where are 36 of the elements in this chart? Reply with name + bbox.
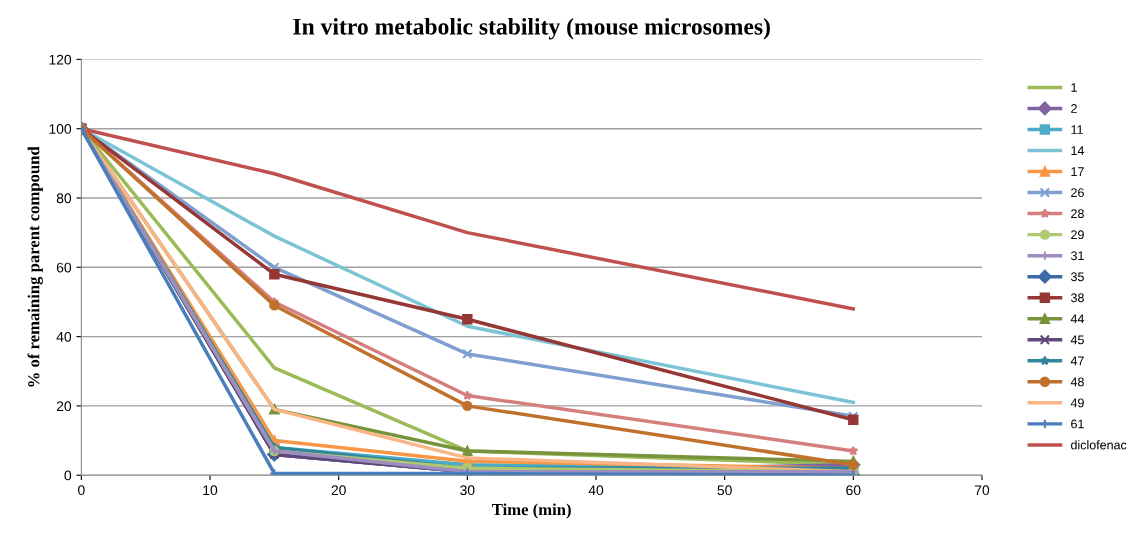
- legend-label: diclofenac: [1071, 440, 1127, 450]
- x-tick-label: 50: [717, 485, 732, 496]
- x-tick-label: 0: [78, 485, 85, 496]
- legend-label: 1: [1071, 83, 1077, 92]
- legend-label: 38: [1070, 293, 1084, 303]
- y-tick-label: 100: [49, 124, 72, 134]
- legend-label: 31: [1070, 251, 1084, 261]
- x-tick-label: 30: [460, 485, 475, 496]
- x-tick-label: 70: [974, 485, 990, 496]
- legend-label: 11: [1071, 125, 1083, 134]
- legend-label: 14: [1071, 146, 1085, 155]
- y-tick-label: 80: [56, 193, 72, 204]
- legend-label: 2: [1071, 104, 1077, 113]
- legend-label: 17: [1071, 167, 1084, 176]
- y-tick-label: 20: [56, 401, 72, 412]
- legend-label: 48: [1070, 377, 1084, 387]
- legend-label: 45: [1070, 335, 1084, 345]
- x-tick-label: 20: [331, 485, 346, 496]
- legend-label: 28: [1071, 209, 1084, 219]
- x-axis-title: Time (min): [492, 503, 571, 519]
- y-tick-label: 0: [64, 470, 72, 481]
- x-tick-label: 40: [588, 485, 604, 496]
- y-axis-title: % of remaining parent compound: [27, 146, 43, 387]
- y-tick-label: 120: [49, 54, 72, 65]
- legend-label: 49: [1070, 398, 1084, 408]
- legend-label: 44: [1070, 314, 1085, 324]
- chart-title: In vitro metabolic stability (mouse microsomes): [293, 18, 770, 40]
- x-tick-label: 10: [203, 485, 218, 496]
- legend-label: 47: [1070, 356, 1084, 366]
- y-tick-label: 60: [56, 262, 72, 273]
- x-tick-label: 60: [846, 485, 861, 496]
- legend-label: 26: [1071, 188, 1084, 198]
- legend-label: 29: [1071, 230, 1084, 240]
- legend-label: 61: [1071, 419, 1084, 429]
- legend-label: 35: [1070, 272, 1084, 282]
- y-tick-label: 40: [56, 331, 72, 342]
